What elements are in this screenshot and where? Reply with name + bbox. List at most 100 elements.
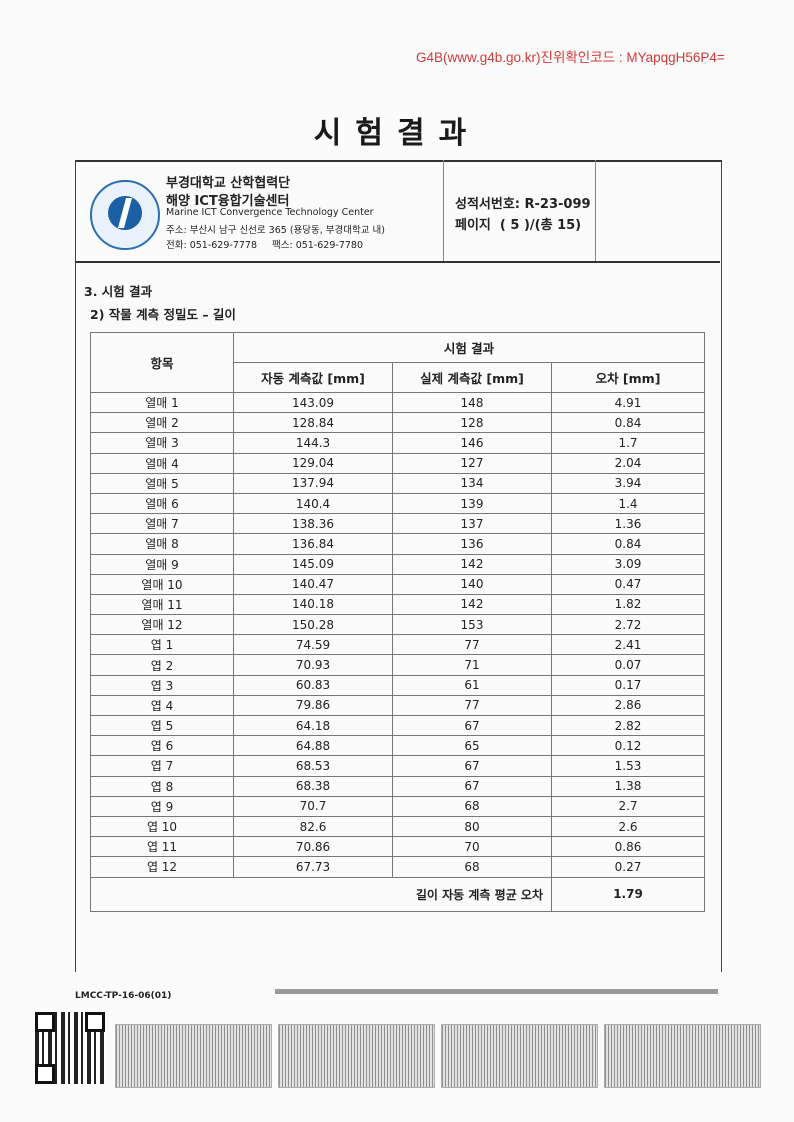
table-row: 엽 270.93710.07 <box>91 655 705 675</box>
table-row: 엽 1082.6802.6 <box>91 816 705 836</box>
table-row: 엽 564.18672.82 <box>91 716 705 736</box>
item-cell: 열매 1 <box>91 393 234 413</box>
security-pattern <box>604 1024 761 1088</box>
actual-value-cell: 71 <box>393 655 552 675</box>
error-cell: 1.36 <box>552 514 705 534</box>
item-cell: 열매 3 <box>91 433 234 453</box>
auto-value-cell: 60.83 <box>234 675 393 695</box>
table-row: 엽 970.7682.7 <box>91 796 705 816</box>
actual-value-cell: 77 <box>393 635 552 655</box>
item-cell: 엽 7 <box>91 756 234 776</box>
verification-code: G4B(www.g4b.go.kr)진위확인코드 : MYapqgH56P4= <box>416 46 725 66</box>
error-cell: 0.86 <box>552 837 705 857</box>
auto-value-cell: 145.09 <box>234 554 393 574</box>
table-row: 열매 8136.841360.84 <box>91 534 705 554</box>
actual-value-cell: 142 <box>393 594 552 614</box>
auto-value-cell: 140.18 <box>234 594 393 614</box>
table-row: 열매 3144.31461.7 <box>91 433 705 453</box>
auto-value-cell: 74.59 <box>234 635 393 655</box>
col-actual-header: 실제 계측값 [mm] <box>393 363 552 393</box>
actual-value-cell: 137 <box>393 514 552 534</box>
error-cell: 3.94 <box>552 473 705 493</box>
table-row: 열매 12150.281532.72 <box>91 615 705 635</box>
actual-value-cell: 68 <box>393 857 552 877</box>
error-cell: 1.7 <box>552 433 705 453</box>
error-cell: 2.72 <box>552 615 705 635</box>
table-row: 엽 360.83610.17 <box>91 675 705 695</box>
summary-row: 길이 자동 계측 평균 오차 1.79 <box>91 877 705 911</box>
security-pattern <box>441 1024 598 1088</box>
auto-value-cell: 136.84 <box>234 534 393 554</box>
actual-value-cell: 136 <box>393 534 552 554</box>
auto-value-cell: 144.3 <box>234 433 393 453</box>
actual-value-cell: 128 <box>393 413 552 433</box>
auto-value-cell: 67.73 <box>234 857 393 877</box>
security-pattern <box>115 1024 272 1088</box>
report-number: 성적서번호: R-23-099 <box>455 193 591 212</box>
table-row: 엽 868.38671.38 <box>91 776 705 796</box>
item-cell: 엽 8 <box>91 776 234 796</box>
item-cell: 엽 1 <box>91 635 234 655</box>
fax: 팩스: 051-629-7780 <box>272 237 363 251</box>
actual-value-cell: 153 <box>393 615 552 635</box>
actual-value-cell: 148 <box>393 393 552 413</box>
item-cell: 열매 12 <box>91 615 234 635</box>
col-item-header: 항목 <box>91 333 234 393</box>
auto-value-cell: 140.47 <box>234 574 393 594</box>
table-row: 열매 10140.471400.47 <box>91 574 705 594</box>
actual-value-cell: 80 <box>393 816 552 836</box>
table-row: 열매 7138.361371.36 <box>91 514 705 534</box>
actual-value-cell: 127 <box>393 453 552 473</box>
item-cell: 엽 3 <box>91 675 234 695</box>
form-code: LMCC-TP-16-06(01) <box>75 991 171 1001</box>
error-cell: 2.6 <box>552 816 705 836</box>
auto-value-cell: 143.09 <box>234 393 393 413</box>
table-row: 엽 1267.73680.27 <box>91 857 705 877</box>
actual-value-cell: 142 <box>393 554 552 574</box>
address: 주소: 부산시 남구 신선로 365 (용당동, 부경대학교 내) <box>166 222 385 236</box>
error-cell: 0.84 <box>552 534 705 554</box>
results-table: 항목 시험 결과 자동 계측값 [mm] 실제 계측값 [mm] 오차 [mm]… <box>90 332 705 912</box>
item-cell: 엽 4 <box>91 695 234 715</box>
actual-value-cell: 70 <box>393 837 552 857</box>
error-cell: 0.07 <box>552 655 705 675</box>
summary-value: 1.79 <box>552 877 705 911</box>
item-cell: 열매 9 <box>91 554 234 574</box>
org-name: 부경대학교 산학협력단 <box>166 172 290 191</box>
actual-value-cell: 140 <box>393 574 552 594</box>
qr-code <box>35 1012 105 1084</box>
actual-value-cell: 68 <box>393 796 552 816</box>
table-row: 열매 1143.091484.91 <box>91 393 705 413</box>
actual-value-cell: 67 <box>393 776 552 796</box>
actual-value-cell: 65 <box>393 736 552 756</box>
auto-value-cell: 79.86 <box>234 695 393 715</box>
error-cell: 2.04 <box>552 453 705 473</box>
table-row: 열매 9145.091423.09 <box>91 554 705 574</box>
page-number: 페이지 ( 5 )/(총 15) <box>455 214 581 233</box>
table-row: 엽 664.88650.12 <box>91 736 705 756</box>
security-pattern <box>278 1024 435 1088</box>
error-cell: 0.12 <box>552 736 705 756</box>
actual-value-cell: 139 <box>393 493 552 513</box>
group-header: 시험 결과 <box>234 333 705 363</box>
error-cell: 2.7 <box>552 796 705 816</box>
table-row: 열매 11140.181421.82 <box>91 594 705 614</box>
actual-value-cell: 67 <box>393 716 552 736</box>
item-cell: 엽 9 <box>91 796 234 816</box>
actual-value-cell: 77 <box>393 695 552 715</box>
auto-value-cell: 137.94 <box>234 473 393 493</box>
section-heading: 3. 시험 결과 <box>84 281 152 300</box>
actual-value-cell: 67 <box>393 756 552 776</box>
actual-value-cell: 61 <box>393 675 552 695</box>
subsection-heading: 2) 작물 계측 정밀도 – 길이 <box>90 304 236 323</box>
table-row: 엽 768.53671.53 <box>91 756 705 776</box>
auto-value-cell: 70.86 <box>234 837 393 857</box>
error-cell: 1.53 <box>552 756 705 776</box>
table-row: 엽 479.86772.86 <box>91 695 705 715</box>
item-cell: 열매 2 <box>91 413 234 433</box>
auto-value-cell: 68.53 <box>234 756 393 776</box>
table-row: 열매 6140.41391.4 <box>91 493 705 513</box>
item-cell: 열매 6 <box>91 493 234 513</box>
actual-value-cell: 146 <box>393 433 552 453</box>
item-cell: 열매 7 <box>91 514 234 534</box>
